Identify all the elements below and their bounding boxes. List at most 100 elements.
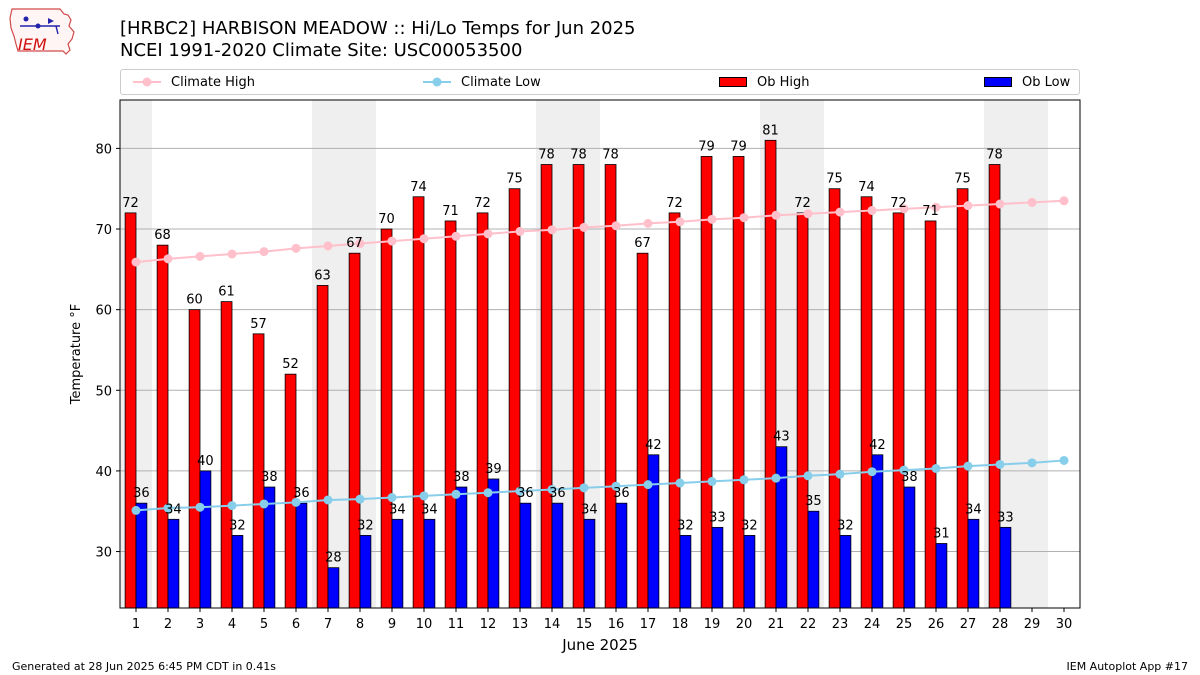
climate-low-point-8 — [355, 494, 365, 504]
climate-low-point-17 — [643, 480, 653, 490]
ob-high-label-25: 72 — [890, 196, 907, 211]
x-tick-label-26: 26 — [928, 617, 945, 632]
ob-high-label-26: 71 — [922, 204, 939, 219]
x-axis-label: June 2025 — [561, 636, 638, 654]
ob-low-label-5: 38 — [261, 470, 278, 485]
ob-high-label-28: 78 — [986, 148, 1003, 163]
ob-high-bar-9 — [380, 228, 393, 609]
ob-high-label-19: 79 — [698, 139, 715, 154]
climate-low-point-24 — [867, 467, 877, 477]
climate-low-point-11 — [451, 489, 461, 499]
ob-low-bar-8 — [359, 535, 372, 609]
climate-high-point-2 — [163, 254, 173, 264]
ob-low-label-2: 34 — [165, 502, 182, 517]
x-tick-label-4: 4 — [228, 617, 236, 632]
climate-low-point-15 — [579, 483, 589, 493]
logo-text: IEM — [18, 35, 47, 54]
climate-high-point-18 — [675, 217, 685, 227]
y-tick-label-70: 70 — [95, 223, 112, 238]
ob-low-bar-26 — [935, 543, 948, 609]
climate-high-point-24 — [867, 205, 877, 215]
ob-high-label-7: 63 — [314, 268, 331, 283]
y-axis-label: Temperature °F — [69, 304, 84, 405]
x-tick-label-28: 28 — [992, 617, 1009, 632]
climate-low-point-2 — [163, 503, 173, 513]
climate-low-point-14 — [547, 484, 557, 494]
weekend-band-29 — [1016, 100, 1048, 608]
ob-high-label-15: 78 — [570, 148, 587, 163]
climate-low-point-5 — [259, 499, 269, 509]
ob-high-bar-21 — [764, 139, 777, 609]
ob-low-bar-25 — [903, 486, 916, 609]
ob-low-bar-16 — [615, 502, 628, 609]
ob-high-label-27: 75 — [954, 172, 971, 187]
climate-low-point-12 — [483, 488, 493, 498]
ob-low-bar-23 — [839, 535, 852, 609]
legend-label-ob-high: Ob High — [757, 74, 810, 90]
climate-high-point-17 — [643, 218, 653, 228]
x-tick-label-16: 16 — [608, 617, 625, 632]
climate-high-point-23 — [835, 207, 845, 217]
x-tick-label-24: 24 — [864, 617, 881, 632]
x-tick-label-19: 19 — [704, 617, 721, 632]
ob-low-bar-15 — [583, 518, 596, 609]
ob-high-bar-12 — [476, 212, 489, 609]
x-tick-label-8: 8 — [356, 617, 364, 632]
ob-high-label-13: 75 — [506, 172, 523, 187]
ob-low-label-8: 32 — [357, 518, 374, 533]
ob-low-bar-18 — [679, 535, 692, 609]
ob-high-bar-2 — [156, 244, 169, 609]
ob-low-bar-13 — [519, 502, 532, 609]
x-tick-label-1: 1 — [132, 617, 140, 632]
legend-label-ob-low: Ob Low — [1022, 74, 1071, 90]
climate-low-point-18 — [675, 478, 685, 488]
climate-low-point-7 — [323, 495, 333, 505]
ob-high-bar-24 — [860, 196, 873, 609]
ob-low-bar-17 — [647, 454, 660, 609]
x-tick-label-6: 6 — [292, 617, 300, 632]
legend: Climate High Climate Low Ob High Ob Low — [120, 69, 1080, 95]
climate-high-point-29 — [1027, 197, 1037, 207]
climate-high-point-10 — [419, 234, 429, 244]
ob-low-label-24: 42 — [869, 438, 886, 453]
legend-item-climate-low: Climate Low — [423, 70, 541, 94]
ob-high-label-20: 79 — [730, 139, 747, 154]
climate-low-point-10 — [419, 491, 429, 501]
climate-high-point-1 — [131, 257, 141, 267]
ob-low-label-12: 39 — [485, 462, 502, 477]
x-tick-label-18: 18 — [672, 617, 689, 632]
climate-low-point-26 — [931, 464, 941, 474]
ob-low-bar-6 — [295, 502, 308, 609]
ob-low-label-21: 43 — [773, 430, 790, 445]
climate-low-point-28 — [995, 459, 1005, 469]
climate-high-point-13 — [515, 226, 525, 236]
climate-low-point-27 — [963, 461, 973, 471]
climate-high-point-30 — [1059, 196, 1069, 206]
climate-high-point-21 — [771, 210, 781, 220]
climate-low-point-4 — [227, 501, 237, 511]
climate-high-swatch — [133, 77, 161, 87]
ob-low-label-27: 34 — [965, 502, 982, 517]
climate-high-point-15 — [579, 222, 589, 232]
climate-high-point-27 — [963, 201, 973, 211]
ob-low-label-11: 38 — [453, 470, 470, 485]
ob-low-bar-4 — [231, 535, 244, 609]
ob-low-label-14: 36 — [549, 486, 566, 501]
ob-high-label-5: 57 — [250, 317, 267, 332]
ob-low-bar-9 — [391, 518, 404, 609]
x-tick-label-5: 5 — [260, 617, 268, 632]
ob-high-bar-28 — [988, 164, 1001, 609]
x-tick-label-21: 21 — [768, 617, 785, 632]
ob-low-bar-24 — [871, 454, 884, 609]
ob-high-bar-1 — [124, 212, 137, 609]
climate-low-point-6 — [291, 497, 301, 507]
legend-item-climate-high: Climate High — [133, 70, 255, 94]
x-tick-label-27: 27 — [960, 617, 977, 632]
climate-low-point-1 — [131, 505, 141, 515]
ob-low-bar-2 — [167, 518, 180, 609]
climate-low-point-13 — [515, 486, 525, 496]
x-tick-label-22: 22 — [800, 617, 817, 632]
ob-low-bar-10 — [423, 518, 436, 609]
ob-high-bar-16 — [604, 164, 617, 609]
climate-low-point-16 — [611, 481, 621, 491]
